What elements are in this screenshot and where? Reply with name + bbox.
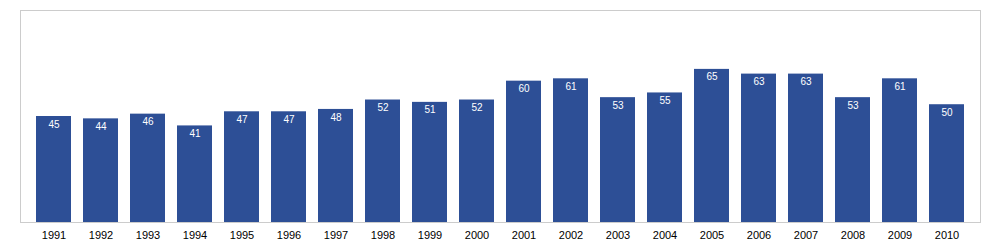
svg-text:63: 63	[753, 76, 765, 87]
svg-text:41: 41	[189, 128, 201, 139]
svg-text:52: 52	[471, 102, 483, 113]
svg-text:44: 44	[95, 121, 107, 132]
svg-text:1993: 1993	[136, 229, 160, 241]
svg-text:63: 63	[800, 76, 812, 87]
svg-text:50: 50	[941, 107, 953, 118]
svg-text:61: 61	[565, 81, 577, 92]
svg-text:1996: 1996	[277, 229, 301, 241]
svg-text:45: 45	[48, 119, 60, 130]
svg-text:2005: 2005	[700, 229, 724, 241]
svg-text:2007: 2007	[794, 229, 818, 241]
svg-text:53: 53	[612, 100, 624, 111]
svg-text:61: 61	[894, 81, 906, 92]
svg-text:2001: 2001	[512, 229, 536, 241]
svg-text:52: 52	[377, 102, 389, 113]
svg-text:1999: 1999	[418, 229, 442, 241]
svg-text:1997: 1997	[324, 229, 348, 241]
svg-text:48: 48	[330, 112, 342, 123]
svg-text:47: 47	[283, 114, 295, 125]
svg-text:2008: 2008	[841, 229, 865, 241]
svg-text:2010: 2010	[935, 229, 959, 241]
svg-text:53: 53	[847, 100, 859, 111]
svg-text:2006: 2006	[747, 229, 771, 241]
svg-text:1992: 1992	[89, 229, 113, 241]
svg-text:65: 65	[706, 71, 718, 82]
svg-text:1995: 1995	[230, 229, 254, 241]
svg-text:1994: 1994	[183, 229, 207, 241]
svg-text:51: 51	[424, 104, 436, 115]
svg-text:46: 46	[142, 116, 154, 127]
svg-text:60: 60	[518, 83, 530, 94]
svg-text:1991: 1991	[42, 229, 66, 241]
svg-text:1998: 1998	[371, 229, 395, 241]
svg-text:2004: 2004	[653, 229, 677, 241]
svg-text:47: 47	[236, 114, 248, 125]
svg-text:2009: 2009	[888, 229, 912, 241]
svg-text:2003: 2003	[606, 229, 630, 241]
svg-text:2002: 2002	[559, 229, 583, 241]
svg-text:55: 55	[659, 95, 671, 106]
svg-text:2000: 2000	[465, 229, 489, 241]
